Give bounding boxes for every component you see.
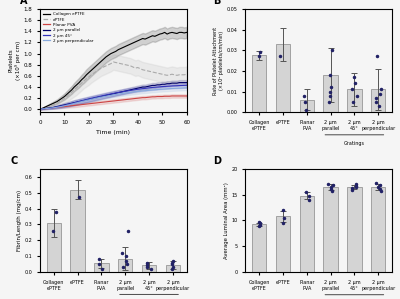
Bar — [324, 75, 338, 112]
Bar — [118, 259, 132, 272]
Bar — [94, 263, 108, 272]
Bar — [276, 216, 290, 272]
Bar — [252, 224, 266, 272]
Y-axis label: Fibrin/Length (mg/cm): Fibrin/Length (mg/cm) — [17, 190, 22, 251]
Text: C: C — [11, 156, 18, 166]
Bar — [347, 187, 362, 272]
Text: B: B — [213, 0, 220, 6]
Y-axis label: Average Luminal Area (mm²): Average Luminal Area (mm²) — [224, 182, 229, 259]
Bar — [70, 190, 85, 272]
Text: A: A — [20, 0, 27, 6]
Bar — [347, 89, 362, 112]
Bar — [142, 266, 156, 272]
Y-axis label: Platelets
(×10⁹ per cm): Platelets (×10⁹ per cm) — [9, 41, 21, 80]
Bar — [276, 44, 290, 112]
Y-axis label: Rate of Platelet Attachment
(×10⁹ platelets/cm/min): Rate of Platelet Attachment (×10⁹ platel… — [213, 27, 224, 94]
Text: D: D — [213, 156, 221, 166]
Text: Gratings: Gratings — [344, 141, 365, 146]
Bar — [300, 100, 314, 112]
Bar — [371, 89, 385, 112]
Bar — [252, 55, 266, 112]
Bar — [300, 196, 314, 272]
Bar — [166, 265, 180, 272]
Bar — [324, 187, 338, 272]
X-axis label: Time (min): Time (min) — [96, 130, 130, 135]
Bar — [371, 187, 385, 272]
Legend: Collagen ePTFE, ePTFE, Planar PVA, 2 μm parallel, 2 μm 45°, 2 μm perpendicular: Collagen ePTFE, ePTFE, Planar PVA, 2 μm … — [42, 11, 95, 44]
Bar — [47, 223, 61, 272]
